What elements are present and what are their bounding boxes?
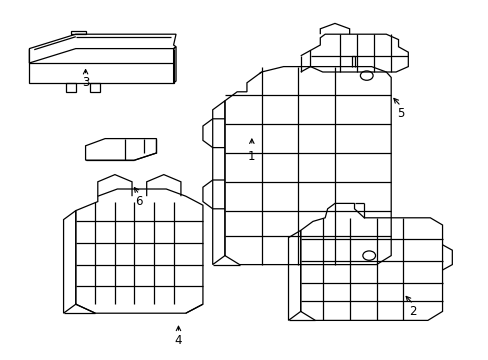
Text: 3: 3 — [81, 76, 89, 89]
Text: 1: 1 — [247, 150, 255, 163]
Text: 2: 2 — [408, 305, 416, 318]
Text: 5: 5 — [396, 107, 404, 120]
Text: 6: 6 — [135, 195, 143, 208]
Text: 4: 4 — [174, 334, 182, 347]
